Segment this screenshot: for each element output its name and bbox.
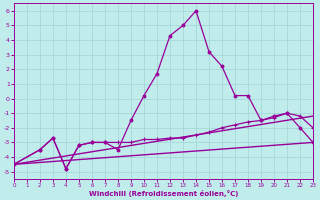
X-axis label: Windchill (Refroidissement éolien,°C): Windchill (Refroidissement éolien,°C)	[89, 190, 238, 197]
